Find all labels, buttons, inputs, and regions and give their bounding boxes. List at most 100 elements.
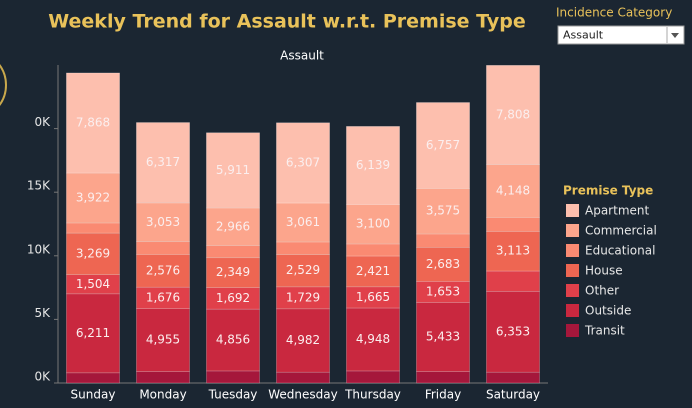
data-label: 6,317 xyxy=(146,155,180,169)
bar-segment xyxy=(66,372,120,384)
data-label: 4,982 xyxy=(286,333,320,347)
data-label: 6,211 xyxy=(76,326,110,340)
x-tick-label: Friday xyxy=(425,388,461,402)
bar-segment xyxy=(346,370,400,384)
data-label: 6,307 xyxy=(286,155,320,169)
bar-segment xyxy=(486,65,540,165)
dropdown-box[interactable] xyxy=(557,25,685,45)
bar-segment xyxy=(206,132,260,209)
bar-segment xyxy=(276,371,330,384)
data-label: 1,692 xyxy=(216,291,250,305)
data-label: 1,504 xyxy=(76,277,110,291)
bar-segment xyxy=(206,257,260,288)
x-tick-label: Sunday xyxy=(71,388,116,402)
bar-segment xyxy=(486,164,540,218)
bar-segment xyxy=(206,308,260,372)
legend-label: Outside xyxy=(585,304,631,318)
data-label: 3,113 xyxy=(496,244,530,258)
data-label: 2,529 xyxy=(286,263,320,277)
bar-segment xyxy=(416,102,470,189)
data-label: 3,269 xyxy=(76,246,110,260)
data-label: 2,421 xyxy=(356,264,390,278)
data-label: 2,576 xyxy=(146,263,180,277)
data-label: 3,575 xyxy=(426,204,460,218)
x-tick-label: Thursday xyxy=(344,388,401,402)
bar-segment xyxy=(206,370,260,384)
bar-segment xyxy=(486,217,540,232)
x-tick-label: Monday xyxy=(139,388,186,402)
data-label: 1,676 xyxy=(146,290,180,304)
data-label: 3,053 xyxy=(146,215,180,229)
data-label: 6,353 xyxy=(496,324,530,338)
legend-label: Commercial xyxy=(585,224,657,238)
bar-segment xyxy=(66,232,120,275)
bar-segment xyxy=(346,126,400,205)
data-label: 1,729 xyxy=(286,290,320,304)
bar-segment xyxy=(276,241,330,255)
bar-segment xyxy=(206,207,260,246)
legend-title: Premise Type xyxy=(563,184,653,198)
chart-subtitle: Assault xyxy=(280,49,324,63)
data-label: 3,061 xyxy=(286,215,320,229)
legend-label: Other xyxy=(585,284,619,298)
y-tick-label: 15K xyxy=(27,179,51,193)
bar-segment xyxy=(66,172,120,224)
data-label: 6,757 xyxy=(426,138,460,152)
legend-label: Educational xyxy=(585,244,655,258)
legend-swatch xyxy=(566,304,579,317)
bar-segment xyxy=(136,254,190,288)
data-label: 1,653 xyxy=(426,284,460,298)
bar-segment xyxy=(416,302,470,372)
bar-segment xyxy=(66,72,120,174)
dropdown-value[interactable]: Assault xyxy=(563,29,604,42)
bar-segment xyxy=(486,371,540,384)
legend-swatch xyxy=(566,284,579,297)
data-label: 4,856 xyxy=(216,333,250,347)
bar-segment xyxy=(136,202,190,243)
dropdown-arrow[interactable] xyxy=(671,33,679,38)
legend-swatch xyxy=(566,324,579,337)
legend-swatch xyxy=(566,264,579,277)
legend-label: House xyxy=(585,264,623,278)
bar-segment xyxy=(206,245,260,259)
bar-segment xyxy=(486,270,540,292)
bar-segment xyxy=(276,202,330,243)
data-label: 3,100 xyxy=(356,217,390,231)
bar-segment xyxy=(416,233,470,248)
bar-segment xyxy=(346,307,400,372)
y-tick-label: 0K xyxy=(34,115,51,129)
data-label: 4,148 xyxy=(496,184,530,198)
data-label: 2,683 xyxy=(426,257,460,271)
bar-segment xyxy=(276,122,330,204)
x-tick-label: Tuesday xyxy=(208,388,258,402)
chart-title: Weekly Trend for Assault w.r.t. Premise … xyxy=(48,11,526,33)
data-label: 1,665 xyxy=(356,290,390,304)
data-label: 7,808 xyxy=(496,108,530,122)
filter-label: Incidence Category xyxy=(556,6,672,20)
legend-swatch xyxy=(566,204,579,217)
decor-ring xyxy=(0,64,7,106)
y-tick-label: 10K xyxy=(27,242,51,256)
bar-segment xyxy=(136,308,190,372)
data-label: 4,948 xyxy=(356,332,390,346)
bar-segment xyxy=(66,222,120,234)
data-label: 3,922 xyxy=(76,190,110,204)
legend-label: Transit xyxy=(584,324,625,338)
data-label: 2,966 xyxy=(216,219,250,233)
legend-label: Apartment xyxy=(585,204,649,218)
data-label: 5,911 xyxy=(216,163,250,177)
bar-segment xyxy=(66,293,120,374)
data-label: 5,433 xyxy=(426,329,460,343)
bar-segment xyxy=(416,246,470,282)
x-tick-label: Saturday xyxy=(486,388,540,402)
y-tick-label: 0K xyxy=(34,370,51,384)
bar-segment xyxy=(136,122,190,204)
y-tick-label: 5K xyxy=(34,306,51,320)
bar-segment xyxy=(136,371,190,384)
bar-segment xyxy=(416,371,470,384)
data-label: 4,955 xyxy=(146,333,180,347)
data-label: 2,349 xyxy=(216,265,250,279)
data-label: 6,139 xyxy=(356,158,390,172)
filter-dropdown[interactable]: Assault xyxy=(557,25,685,45)
